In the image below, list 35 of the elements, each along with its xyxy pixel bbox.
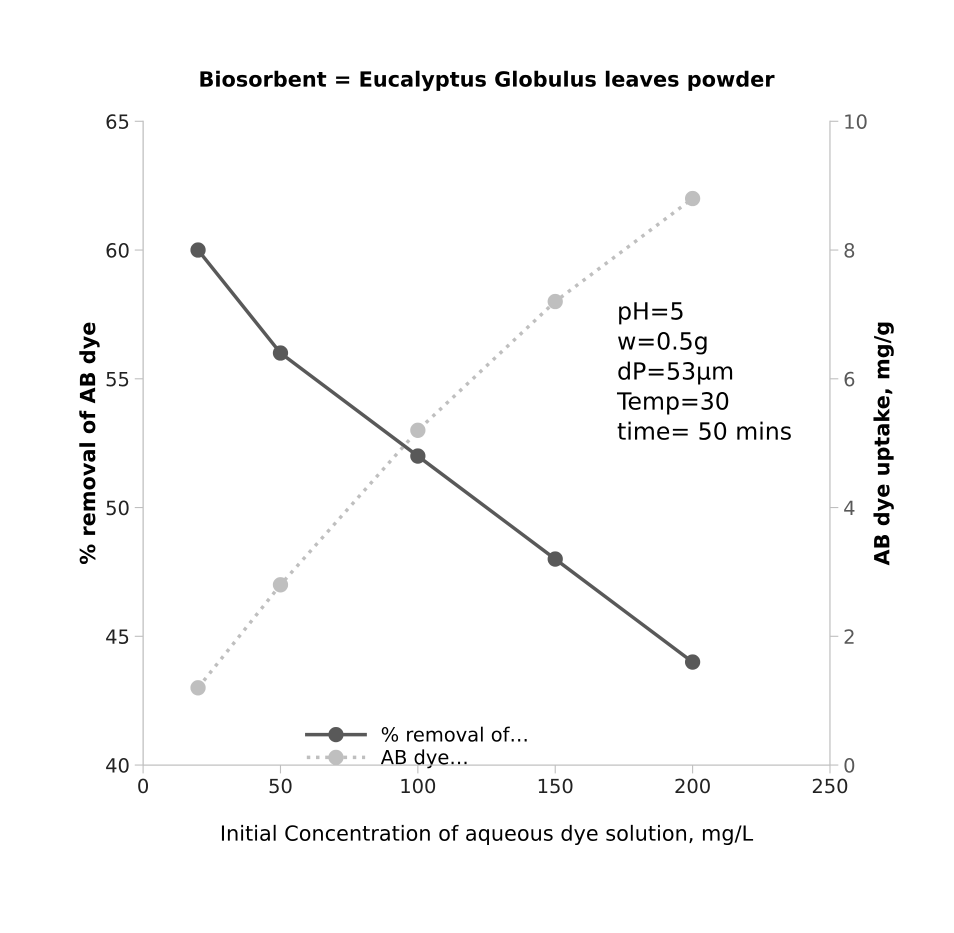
point — [410, 422, 426, 438]
y-axis-title: % removal of AB dye — [79, 322, 100, 564]
point — [548, 294, 563, 310]
annotation: pH=5 w=0.5g dP=53µm Temp=30 time= 50 mins — [616, 302, 791, 440]
y-tick-label: 45 — [106, 630, 128, 644]
y2-tick-label: 10 — [845, 114, 867, 129]
point — [272, 577, 288, 592]
y-tick-label: 50 — [106, 500, 129, 516]
y2-tick-label: 4 — [844, 500, 854, 515]
chart-title: Biosorbent = Eucalyptus Globulus leaves powder — [200, 70, 775, 92]
y2-tick-label: 6 — [844, 372, 854, 386]
point — [272, 345, 288, 361]
x-tick-label: 0 — [138, 778, 148, 794]
point — [548, 551, 563, 567]
y2-tick-label: 8 — [844, 243, 854, 258]
point — [684, 654, 700, 670]
x-tick-label: 200 — [675, 778, 710, 794]
x-tick-label: 50 — [270, 778, 292, 794]
point — [684, 190, 700, 206]
x-tick-label: 150 — [538, 778, 572, 794]
x-axis-title: Initial Concentration of aqueous dye solution, mg/L — [222, 824, 754, 846]
y-tick-label: 55 — [106, 372, 128, 386]
y-tick-label: 60 — [106, 243, 129, 258]
y-tick-label: 65 — [106, 114, 128, 129]
y2-axis-title: AB dye uptake, mg/g — [873, 322, 894, 566]
y-tick-label: 40 — [106, 758, 129, 773]
legend-label: AB dye… — [380, 749, 467, 768]
x-tick-label: 250 — [812, 778, 848, 794]
legend-label: % removal of… — [382, 726, 527, 742]
y2-tick-label: 2 — [844, 629, 854, 644]
point — [410, 448, 426, 464]
point — [190, 680, 206, 696]
y2-tick-label: 0 — [844, 758, 854, 773]
point — [190, 242, 206, 258]
x-tick-label: 100 — [401, 778, 436, 794]
